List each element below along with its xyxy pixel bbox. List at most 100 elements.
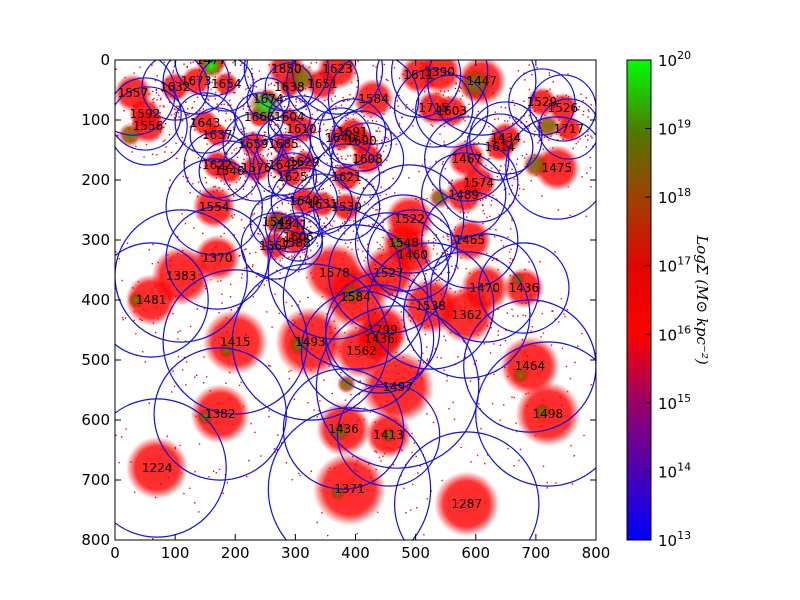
halo-label: 1436 xyxy=(328,422,359,436)
halo-label: 1498 xyxy=(533,407,564,421)
y-axis-ticks: 0 100 200 300 400 500 600 700 800 xyxy=(81,51,596,549)
density-blob xyxy=(555,115,583,143)
halo-circle xyxy=(324,272,441,388)
halo-label: 1546 xyxy=(214,164,245,178)
density-core xyxy=(336,374,357,394)
halo-label: 1447 xyxy=(466,74,497,88)
halo-label: 1470 xyxy=(469,281,500,295)
x-tick-label: 700 xyxy=(522,544,551,562)
halo-label: 1632 xyxy=(160,80,191,94)
halo-circle xyxy=(330,110,393,172)
density-blob xyxy=(125,436,189,500)
halo-label: 1413 xyxy=(373,428,404,442)
halo-circle xyxy=(300,290,423,412)
halo-label: 1464 xyxy=(515,359,546,373)
halo-circle xyxy=(315,305,480,469)
halo-label: 1224 xyxy=(142,461,173,475)
halo-circle xyxy=(162,269,309,415)
density-core xyxy=(197,60,225,80)
halo-circle xyxy=(291,60,384,115)
halo-label: 1629 xyxy=(289,155,320,169)
halo-label: 1493 xyxy=(295,335,326,349)
halo-label: 1717 xyxy=(554,122,585,136)
colorbar-tick-label: 1015 xyxy=(658,392,691,413)
halo-circle xyxy=(403,251,531,379)
y-tick-label: 800 xyxy=(81,531,110,549)
halo-circle xyxy=(115,398,227,538)
density-core xyxy=(265,209,290,235)
halo-circle xyxy=(162,60,230,115)
density-core xyxy=(286,62,317,94)
halo-circle xyxy=(478,242,570,334)
halo-label: 1608 xyxy=(352,152,383,166)
halo-label: 1584 xyxy=(358,92,389,106)
halo-circle xyxy=(309,107,372,169)
y-tick-label: 700 xyxy=(81,471,110,489)
halo-label: 1637 xyxy=(202,128,233,142)
x-tick-label: 600 xyxy=(461,544,490,562)
halo-label: 1562 xyxy=(346,344,377,358)
halo-circle xyxy=(285,60,360,121)
halo-circle xyxy=(475,341,596,487)
density-core xyxy=(340,281,365,307)
halo-circle xyxy=(312,143,381,211)
halo-label: 1625 xyxy=(277,170,308,184)
halo-label: 1527 xyxy=(373,266,404,280)
halo-label: 1588 xyxy=(280,236,311,250)
halo-circle xyxy=(529,74,596,142)
halo-circle xyxy=(198,140,260,202)
density-blob xyxy=(331,192,362,222)
halo-circle xyxy=(115,242,209,358)
density-blob xyxy=(190,384,250,444)
halo-label: 1497 xyxy=(382,380,413,394)
halo-circle xyxy=(267,206,402,340)
halo-circle xyxy=(270,167,339,235)
density-blob xyxy=(353,78,394,120)
halo-label: 1370 xyxy=(202,251,233,265)
halo-label: 1685 xyxy=(268,137,299,151)
halo-circle xyxy=(336,383,441,487)
halo-circle xyxy=(240,212,308,280)
halo-circle xyxy=(366,242,495,370)
x-tick-label: 0 xyxy=(110,544,120,562)
halo-label: 1631 xyxy=(307,197,338,211)
halo-circle xyxy=(354,194,453,292)
density-core xyxy=(287,334,310,356)
colorbar-tick-label: 1016 xyxy=(658,323,691,344)
colorbar-label: LogΣ (M⊙ kpc⁻²) xyxy=(693,234,711,365)
halo-circle xyxy=(538,98,596,160)
halo-circle xyxy=(165,158,263,256)
halo-circle xyxy=(439,143,519,223)
colorbar-tick-label: 1018 xyxy=(658,186,691,207)
halo-circle xyxy=(115,86,188,166)
halo-label: 1666 xyxy=(244,110,275,124)
halo-label: 1436 xyxy=(509,281,540,295)
x-tick-label: 400 xyxy=(341,544,370,562)
halo-label: 1557 xyxy=(118,86,149,100)
halo-circle xyxy=(115,209,248,343)
halo-circle xyxy=(165,206,269,310)
halo-circle xyxy=(421,191,519,289)
y-tick-label: 300 xyxy=(81,231,110,249)
density-core xyxy=(127,291,145,309)
halo-label: 1522 xyxy=(394,212,425,226)
halo-label: 1640 xyxy=(325,131,356,145)
halo-label: 1799 xyxy=(367,323,398,337)
halo-circle xyxy=(267,215,324,271)
density-blob xyxy=(548,93,578,123)
halo-label: 1526 xyxy=(548,101,579,115)
halo-label: 1436 xyxy=(364,332,395,346)
halo-label: 1604 xyxy=(274,110,305,124)
halo-circle xyxy=(330,122,405,196)
halo-circle xyxy=(267,407,432,540)
halo-circle xyxy=(375,60,462,118)
halo-circle xyxy=(424,116,510,202)
halo-label: 1610 xyxy=(286,122,317,136)
halo-label: 1621 xyxy=(331,170,362,184)
halo-label: 1465 xyxy=(454,233,485,247)
halo-label: 1603 xyxy=(436,104,467,118)
density-blob xyxy=(326,124,354,152)
halo-label: 1622 xyxy=(202,158,233,172)
halo-label: 1691 xyxy=(337,125,368,139)
halo-circle xyxy=(354,164,465,274)
